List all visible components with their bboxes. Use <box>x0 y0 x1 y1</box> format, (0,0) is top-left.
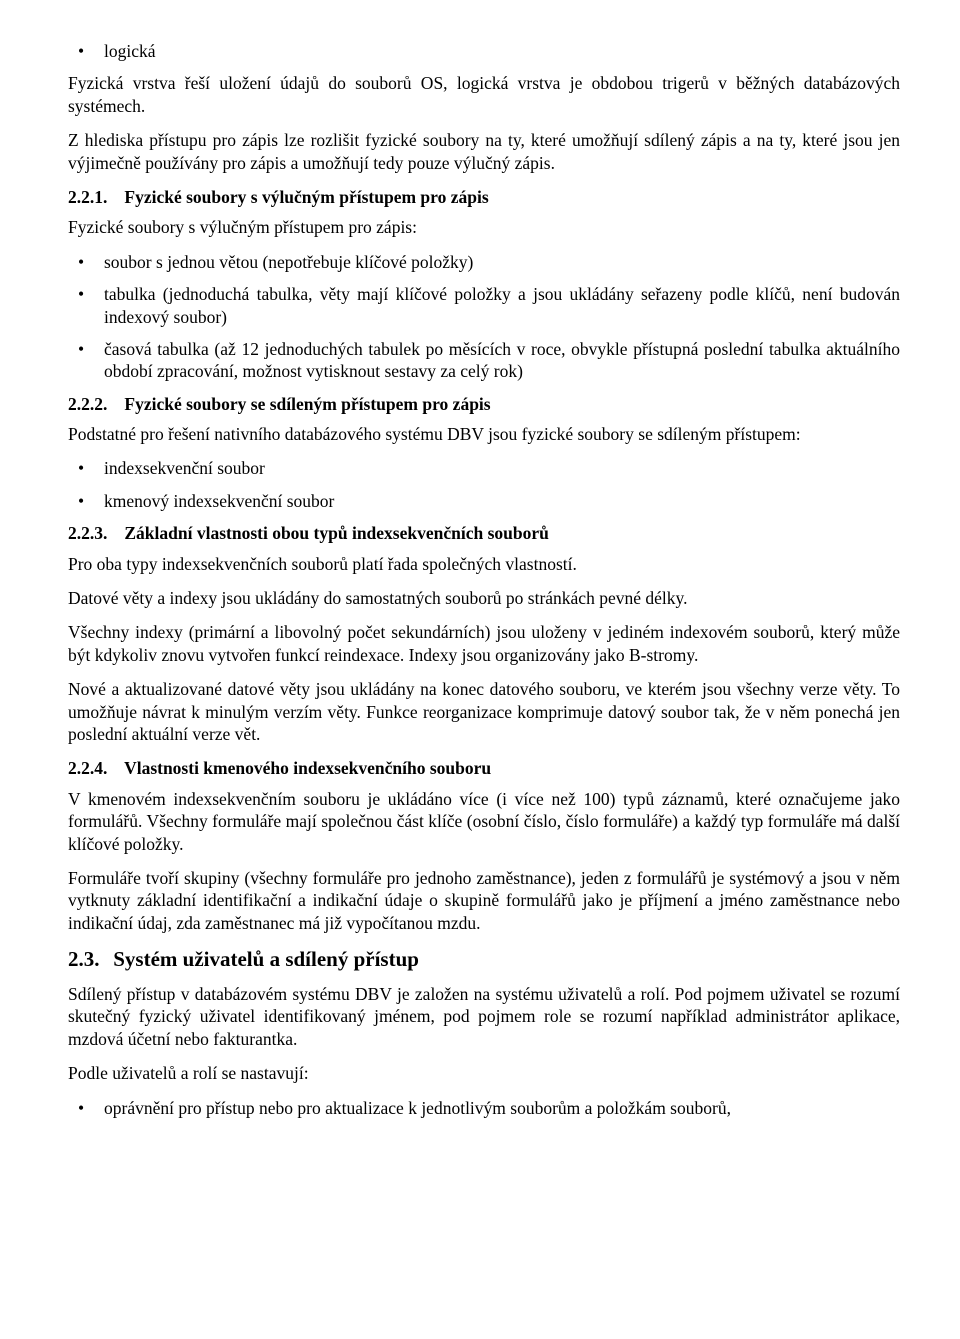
list-item: indexsekvenční soubor <box>68 457 900 479</box>
heading-number: 2.2.3. <box>68 522 120 544</box>
list-item: tabulka (jednoduchá tabulka, věty mají k… <box>68 283 900 328</box>
heading-2-3: 2.3. Systém uživatelů a sdílený přístup <box>68 946 900 973</box>
paragraph: Podle uživatelů a rolí se nastavují: <box>68 1062 900 1084</box>
top-bullet-list: logická <box>68 40 900 62</box>
bullet-list-23: oprávnění pro přístup nebo pro aktualiza… <box>68 1097 900 1119</box>
paragraph: Nové a aktualizované datové věty jsou uk… <box>68 678 900 745</box>
heading-number: 2.2.1. <box>68 186 120 208</box>
paragraph: Fyzické soubory s výlučným přístupem pro… <box>68 216 900 238</box>
heading-2-2-3: 2.2.3. Základní vlastnosti obou typů ind… <box>68 522 900 544</box>
list-item: oprávnění pro přístup nebo pro aktualiza… <box>68 1097 900 1119</box>
paragraph: Datové věty a indexy jsou ukládány do sa… <box>68 587 900 609</box>
bullet-list-221: soubor s jednou větou (nepotřebuje klíčo… <box>68 251 900 383</box>
heading-number: 2.2.4. <box>68 757 120 779</box>
heading-title: Fyzické soubory se sdíleným přístupem pr… <box>124 394 490 414</box>
heading-title: Vlastnosti kmenového indexsekvenčního so… <box>124 758 491 778</box>
heading-number: 2.3. <box>68 946 108 973</box>
heading-2-2-1: 2.2.1. Fyzické soubory s výlučným přístu… <box>68 186 900 208</box>
paragraph: Z hlediska přístupu pro zápis lze rozliš… <box>68 129 900 174</box>
list-item: soubor s jednou větou (nepotřebuje klíčo… <box>68 251 900 273</box>
list-item: časová tabulka (až 12 jednoduchých tabul… <box>68 338 900 383</box>
paragraph: Formuláře tvoří skupiny (všechny formulá… <box>68 867 900 934</box>
paragraph: V kmenovém indexsekvenčním souboru je uk… <box>68 788 900 855</box>
list-item: kmenový indexsekvenční soubor <box>68 490 900 512</box>
heading-number: 2.2.2. <box>68 393 120 415</box>
paragraph: Pro oba typy indexsekvenčních souborů pl… <box>68 553 900 575</box>
bullet-list-222: indexsekvenční soubor kmenový indexsekve… <box>68 457 900 512</box>
heading-title: Systém uživatelů a sdílený přístup <box>113 947 419 971</box>
heading-title: Základní vlastnosti obou typů indexsekve… <box>124 523 549 543</box>
heading-2-2-4: 2.2.4. Vlastnosti kmenového indexsekvenč… <box>68 757 900 779</box>
paragraph: Všechny indexy (primární a libovolný poč… <box>68 621 900 666</box>
paragraph: Fyzická vrstva řeší uložení údajů do sou… <box>68 72 900 117</box>
paragraph: Podstatné pro řešení nativního databázov… <box>68 423 900 445</box>
list-item: logická <box>68 40 900 62</box>
heading-2-2-2: 2.2.2. Fyzické soubory se sdíleným příst… <box>68 393 900 415</box>
heading-title: Fyzické soubory s výlučným přístupem pro… <box>124 187 488 207</box>
paragraph: Sdílený přístup v databázovém systému DB… <box>68 983 900 1050</box>
